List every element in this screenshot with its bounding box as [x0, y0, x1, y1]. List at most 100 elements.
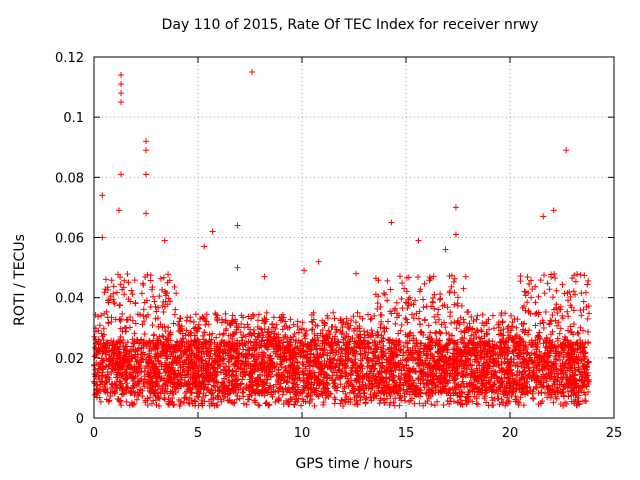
data-point: [331, 315, 338, 322]
data-point: [151, 298, 158, 305]
data-point: [129, 401, 136, 408]
data-point: [447, 313, 454, 320]
data-point: [541, 272, 548, 279]
data-point: [176, 318, 183, 325]
data-point: [330, 309, 337, 316]
data-point: [375, 277, 382, 284]
data-point: [160, 274, 167, 281]
data-point: [469, 398, 476, 405]
data-point: [108, 337, 115, 344]
data-point: [432, 330, 439, 337]
data-point: [307, 339, 314, 346]
data-point: [294, 318, 301, 325]
data-point: [509, 319, 516, 326]
data-point: [458, 328, 465, 335]
data-point: [267, 382, 274, 389]
data-point: [396, 273, 403, 280]
data-point: [412, 297, 419, 304]
data-point: [132, 320, 139, 327]
data-point: [399, 305, 406, 312]
data-point: [537, 320, 544, 327]
data-point: [428, 303, 435, 310]
data-point: [240, 400, 247, 407]
data-point: [420, 380, 427, 387]
data-point: [244, 396, 251, 403]
data-point: [156, 293, 163, 300]
data-point: [413, 310, 420, 317]
data-point: [450, 398, 457, 405]
data-point: [395, 330, 402, 337]
data-point: [252, 397, 259, 404]
data-point: [377, 303, 384, 310]
data-point: [314, 334, 321, 341]
data-point: [508, 312, 515, 319]
data-point: [331, 400, 338, 407]
data-point: [420, 304, 427, 311]
data-point: [585, 277, 592, 284]
data-point: [270, 314, 277, 321]
data-point: [156, 402, 163, 409]
data-point: [402, 315, 409, 322]
data-point: [517, 273, 524, 280]
data-point: [397, 347, 404, 354]
data-point: [209, 330, 216, 337]
data-point: [461, 384, 468, 391]
data-point: [241, 324, 248, 331]
data-point: [517, 394, 524, 401]
data-point: [416, 308, 423, 315]
data-point: [138, 290, 145, 297]
data-point: [102, 276, 109, 283]
data-point: [203, 311, 210, 318]
data-point: [216, 331, 223, 338]
data-point: [379, 348, 386, 355]
data-point: [181, 399, 188, 406]
data-point: [387, 308, 394, 315]
data-point: [578, 312, 585, 319]
data-point: [122, 324, 129, 331]
data-point: [535, 333, 542, 340]
data-point: [348, 317, 355, 324]
data-point: [570, 307, 577, 314]
data-point: [355, 335, 362, 342]
data-point: [565, 297, 572, 304]
data-point: [131, 277, 138, 284]
data-point: [165, 271, 172, 278]
data-point: [399, 280, 406, 287]
data-point: [460, 285, 467, 292]
data-point: [272, 398, 279, 405]
data-point: [170, 320, 177, 327]
data-point: [401, 285, 408, 292]
data-point: [559, 281, 566, 288]
data-point: [101, 289, 108, 296]
data-point: [127, 298, 134, 305]
data-point: [510, 342, 517, 349]
data-point: [207, 340, 214, 347]
data-point: [546, 286, 553, 293]
data-point: [159, 332, 166, 339]
data-point: [220, 394, 227, 401]
data-point: [398, 295, 405, 302]
data-point: [584, 315, 591, 322]
data-point: [464, 309, 471, 316]
data-point: [431, 291, 438, 298]
data-point: [131, 330, 138, 337]
data-point: [157, 376, 164, 383]
data-point: [240, 389, 247, 396]
data-point: [405, 296, 412, 303]
data-point: [537, 277, 544, 284]
data-point: [553, 301, 560, 308]
data-point: [499, 335, 506, 342]
data-point: [124, 339, 131, 346]
data-point: [448, 320, 455, 327]
data-point: [517, 278, 524, 285]
data-point: [540, 340, 547, 347]
data-point: [504, 329, 511, 336]
data-point: [113, 289, 120, 296]
data-point: [159, 286, 166, 293]
data-point: [390, 399, 397, 406]
data-point: [530, 395, 537, 402]
data-point: [117, 281, 124, 288]
data-point: [501, 359, 508, 366]
data-point: [520, 402, 527, 409]
data-point: [150, 293, 157, 300]
